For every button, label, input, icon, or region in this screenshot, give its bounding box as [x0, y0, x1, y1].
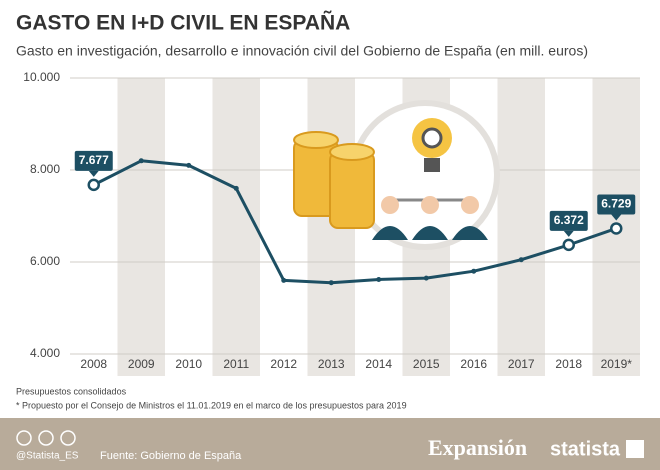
point-marker — [233, 185, 239, 191]
x-tick-label: 2014 — [365, 357, 392, 371]
license-icons — [16, 430, 76, 446]
chart-subtitle: Gasto en investigación, desarrollo e inn… — [16, 43, 588, 59]
value-label: 7.677 — [79, 153, 109, 167]
point-marker — [87, 178, 100, 192]
label-box — [74, 150, 113, 171]
point-marker — [376, 276, 382, 282]
label-pointer — [611, 214, 622, 221]
coins — [293, 131, 375, 229]
point-marker — [138, 158, 144, 164]
label-pointer — [563, 230, 574, 237]
brand-logo: Expansión — [428, 435, 527, 460]
footer-bar — [0, 418, 660, 470]
y-tick-label: 6.000 — [30, 254, 60, 268]
brand-logo: statista — [550, 438, 621, 460]
illustration — [293, 100, 500, 250]
x-tick-label: 2016 — [460, 357, 487, 371]
chart-title: GASTO EN I+D CIVIL EN ESPAÑA — [16, 12, 350, 35]
footer-handle: @Statista_ES — [16, 451, 79, 462]
point-marker — [186, 162, 192, 168]
plot: 2008 2009 2010 2011 2012 2013 2014 2015 2016 2017… — [23, 70, 636, 371]
person — [421, 196, 439, 214]
y-tick-label: 8.000 — [30, 162, 60, 176]
label-pointer — [88, 170, 99, 177]
x-tick-label: 2013 — [318, 357, 345, 371]
person — [381, 196, 399, 214]
gear — [421, 127, 443, 149]
person — [461, 196, 479, 214]
column-band — [497, 78, 545, 376]
note: * Propuesto por el Consejo de Ministros … — [16, 400, 407, 410]
point-marker — [471, 268, 477, 274]
x-tick-label: 2019* — [601, 357, 633, 371]
x-tick-label: 2010 — [175, 357, 202, 371]
people-bodies — [372, 226, 488, 240]
point-marker — [423, 275, 429, 281]
point-marker — [281, 277, 287, 283]
x-tick-label: 2015 — [413, 357, 440, 371]
x-tick-label: 2011 — [223, 357, 249, 371]
column-band — [212, 78, 260, 376]
value-label: 6.729 — [601, 197, 631, 211]
point-marker — [518, 257, 524, 263]
bulb-base — [424, 158, 440, 172]
x-tick-label: 2009 — [128, 357, 155, 371]
footer-source: Fuente: Gobierno de España — [100, 450, 242, 462]
point-marker — [328, 280, 334, 286]
note: Presupuestos consolidados — [16, 386, 127, 396]
point-marker — [610, 222, 623, 235]
value-label: 6.372 — [554, 213, 584, 227]
column-band — [117, 78, 165, 376]
label-box — [597, 194, 636, 215]
y-tick-label: 4.000 — [30, 346, 60, 360]
x-tick-label: 2012 — [270, 357, 297, 371]
point-marker — [562, 238, 575, 252]
statista-icon — [626, 440, 644, 458]
x-tick-label: 2017 — [508, 357, 535, 371]
line — [93, 159, 617, 285]
x-tick-label: 2018 — [555, 357, 582, 371]
label-box — [549, 210, 588, 231]
y-tick-label: 10.000 — [23, 70, 60, 84]
x-tick-label: 2008 — [80, 357, 107, 371]
